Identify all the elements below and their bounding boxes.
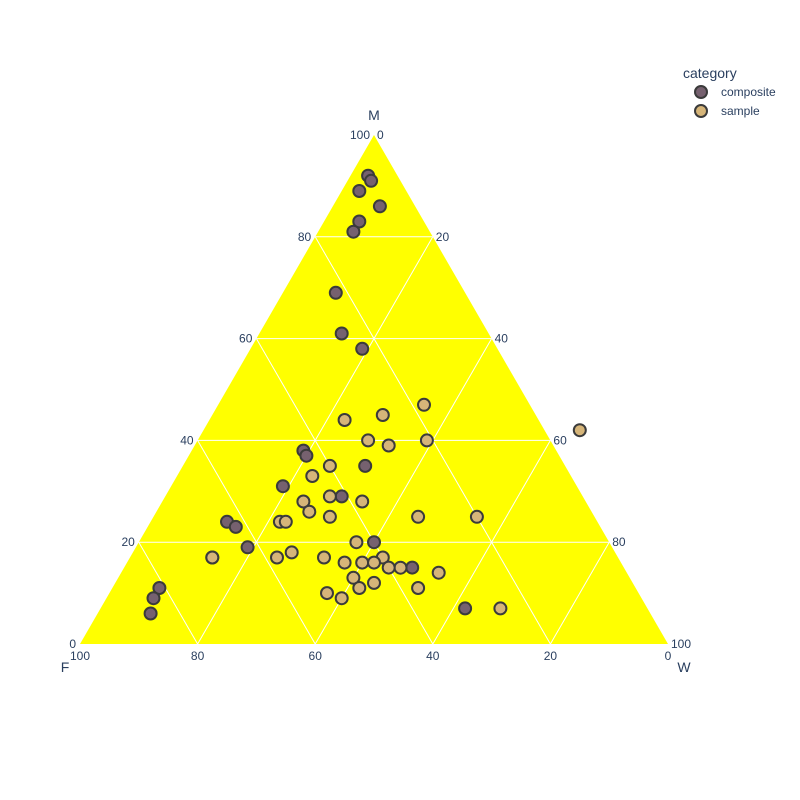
data-point-composite[interactable]: [228, 519, 243, 534]
data-point-composite[interactable]: [328, 285, 343, 300]
data-points: [143, 168, 587, 621]
legend-item-composite[interactable]: composite: [694, 85, 776, 99]
tick-label-w: 100: [671, 637, 691, 651]
data-point-composite[interactable]: [358, 458, 373, 473]
legend-marker-sample: [694, 104, 708, 118]
data-point-sample[interactable]: [349, 535, 364, 550]
axis-title-m: M: [368, 107, 380, 123]
data-point-composite[interactable]: [152, 581, 167, 595]
data-point-composite[interactable]: [364, 173, 379, 188]
data-point-sample[interactable]: [352, 581, 367, 595]
data-point-sample[interactable]: [367, 575, 381, 590]
tick-label-f: 40: [426, 649, 440, 663]
tick-label-w: 0: [377, 128, 384, 142]
tick-label-w: 80: [612, 535, 626, 549]
legend-item-sample[interactable]: sample: [694, 104, 760, 118]
data-point-sample[interactable]: [393, 560, 408, 575]
data-point-sample[interactable]: [469, 509, 484, 524]
legend-marker-composite: [694, 85, 708, 99]
data-point-sample[interactable]: [419, 433, 434, 448]
data-point-composite[interactable]: [334, 326, 349, 341]
tick-label-f: 60: [309, 649, 323, 663]
tick-label-m: 80: [298, 230, 312, 244]
data-point-sample[interactable]: [322, 509, 337, 524]
data-point-composite[interactable]: [405, 560, 420, 575]
data-point-sample[interactable]: [337, 413, 352, 427]
data-point-composite[interactable]: [372, 199, 387, 214]
data-point-sample[interactable]: [361, 433, 376, 448]
data-point-sample[interactable]: [493, 601, 508, 616]
tick-label-w: 20: [436, 230, 450, 244]
data-point-sample[interactable]: [322, 489, 337, 504]
data-point-composite[interactable]: [143, 606, 158, 621]
data-point-sample[interactable]: [572, 423, 587, 438]
data-point-sample[interactable]: [322, 458, 337, 473]
legend-label-composite: composite: [721, 85, 776, 99]
data-point-sample[interactable]: [346, 570, 361, 585]
data-point-sample[interactable]: [320, 586, 334, 601]
data-point-sample[interactable]: [296, 494, 311, 509]
tick-label-w: 60: [553, 433, 567, 447]
data-point-sample[interactable]: [337, 555, 352, 570]
axis-titles: M F W: [61, 107, 692, 675]
data-point-composite[interactable]: [367, 535, 381, 550]
data-point-sample[interactable]: [317, 550, 331, 565]
data-point-composite[interactable]: [458, 601, 473, 616]
grid-line-w: [432, 440, 551, 645]
data-point-sample[interactable]: [305, 469, 320, 483]
tick-label-m: 60: [239, 332, 253, 346]
legend-label-sample: sample: [721, 104, 760, 118]
tick-label-f: 80: [191, 649, 205, 663]
grid-line-f: [197, 440, 316, 645]
data-point-sample[interactable]: [411, 509, 426, 524]
data-point-sample[interactable]: [355, 555, 370, 570]
series-sample: [205, 397, 587, 616]
axis-title-f: F: [61, 659, 70, 675]
data-point-composite[interactable]: [352, 184, 367, 198]
tick-label-m: 40: [180, 433, 194, 447]
data-point-sample[interactable]: [381, 560, 396, 575]
axis-title-w: W: [677, 659, 691, 675]
tick-label-m: 20: [121, 535, 135, 549]
data-point-composite[interactable]: [146, 591, 161, 606]
data-point-sample[interactable]: [417, 397, 431, 412]
data-point-sample[interactable]: [270, 550, 284, 565]
tick-label-f: 100: [70, 649, 90, 663]
tick-label-m: 0: [69, 637, 76, 651]
tick-label-f: 0: [665, 649, 672, 663]
data-point-sample[interactable]: [278, 514, 293, 529]
data-point-sample[interactable]: [375, 408, 390, 422]
legend[interactable]: category composite sample: [683, 65, 776, 118]
legend-title: category: [683, 65, 737, 81]
tick-label-w: 40: [495, 332, 509, 346]
data-point-composite[interactable]: [355, 341, 370, 356]
data-point-sample[interactable]: [284, 545, 299, 560]
data-point-sample[interactable]: [205, 550, 220, 565]
data-point-composite[interactable]: [299, 448, 314, 463]
data-point-composite[interactable]: [334, 489, 349, 504]
grid-line-w: [549, 541, 610, 645]
data-point-sample[interactable]: [302, 504, 317, 519]
data-point-composite[interactable]: [352, 214, 367, 229]
data-point-sample[interactable]: [355, 494, 370, 509]
data-point-composite[interactable]: [240, 540, 255, 555]
data-point-sample[interactable]: [411, 581, 426, 595]
data-point-sample[interactable]: [381, 438, 396, 453]
data-point-composite[interactable]: [346, 224, 361, 239]
data-point-sample[interactable]: [367, 555, 381, 570]
grid-line-f: [138, 541, 199, 645]
data-point-sample[interactable]: [334, 591, 349, 606]
data-point-sample[interactable]: [431, 565, 446, 580]
tick-label-m: 100: [350, 128, 370, 142]
tick-label-f: 20: [544, 649, 558, 663]
data-point-composite[interactable]: [275, 479, 290, 494]
